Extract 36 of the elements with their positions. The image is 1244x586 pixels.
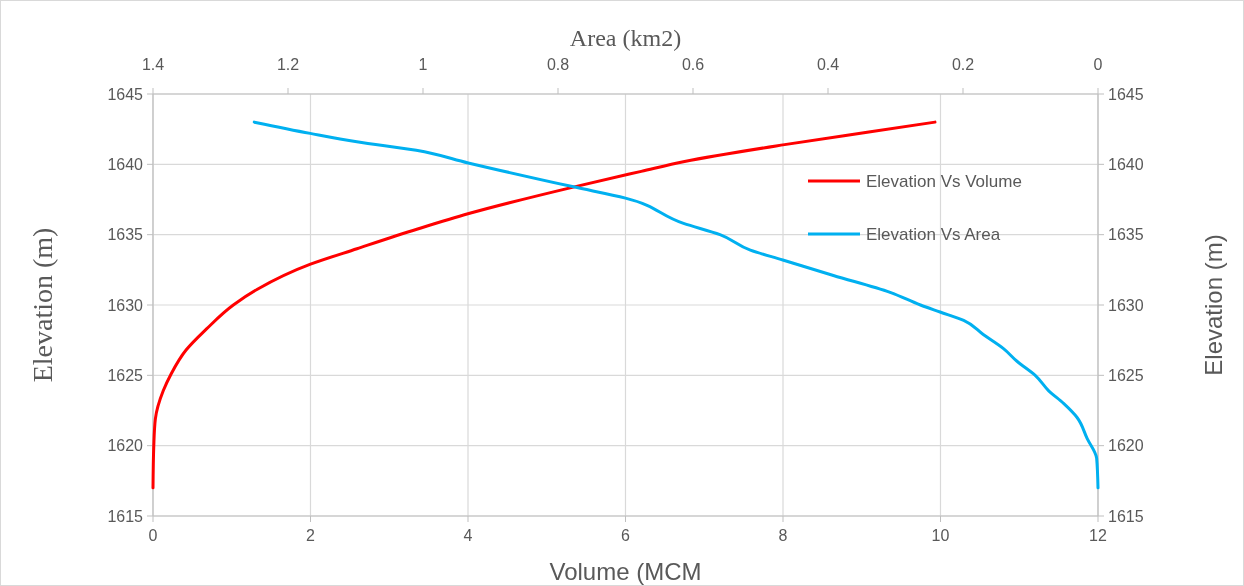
y2-tick-label: 1645 [1108,85,1144,103]
x-axis-title: Volume (MCM [549,558,702,585]
x2-tick-label: 0.6 [681,56,705,73]
y-axis-title: Elevation (m) [27,227,58,383]
x-tick-label: 2 [306,527,316,544]
y-tick-label: 1625 [107,366,144,384]
y-tick-label: 1635 [107,226,144,244]
x2-tick-label: 0.8 [546,56,570,73]
x2-tick-label: 0.2 [951,56,975,73]
x2-tick-label: 1 [418,56,428,73]
legend-label: Elevation Vs Area [866,224,1001,244]
y-tick-label: 1615 [107,507,144,525]
x-tick-label: 12 [1089,527,1107,544]
y-tick-label: 1630 [107,296,144,314]
y2-tick-label: 1625 [1108,366,1144,384]
y2-axis-title: Elevation (m) [1200,234,1227,376]
y-tick-label: 1645 [107,85,144,103]
x2-tick-label: 0.4 [816,56,840,73]
line-series [151,120,937,490]
x2-axis-title: Area (km2) [569,25,682,51]
y2-tick-label: 1620 [1108,437,1144,455]
x-tick-label: 8 [778,527,788,544]
y2-tick-label: 1615 [1108,507,1144,525]
x-tick-label: 4 [463,527,473,544]
y-tick-label: 1640 [107,155,144,173]
x2-tick-label: 0 [1093,56,1103,73]
y2-tick-label: 1635 [1108,226,1144,244]
x2-tick-label: 1.4 [141,56,165,73]
y2-tick-label: 1630 [1108,296,1144,314]
x-tick-label: 10 [931,527,950,544]
x-tick-label: 6 [621,527,631,544]
legend-label: Elevation Vs Volume [866,171,1022,191]
x2-tick-label: 1.2 [276,56,300,73]
y2-tick-label: 1640 [1108,155,1144,173]
x-tick-label: 0 [148,527,158,544]
y-tick-label: 1620 [107,437,144,455]
